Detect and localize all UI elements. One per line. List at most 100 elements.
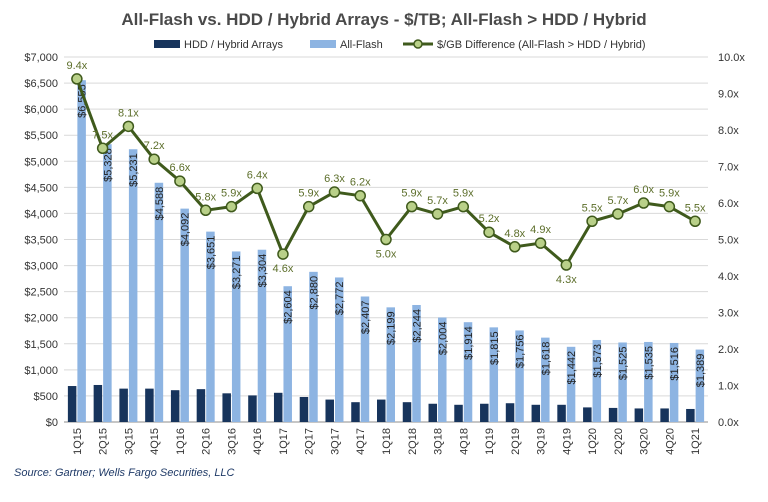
right-tick-label: 9.0x bbox=[718, 89, 739, 101]
x-tick-label: 4Q16 bbox=[252, 428, 264, 455]
left-tick-label: $4,000 bbox=[24, 208, 58, 220]
all-flash-bar bbox=[489, 327, 499, 422]
x-tick-label: 1Q15 bbox=[72, 428, 84, 455]
hdd-bar bbox=[608, 407, 618, 422]
hdd-bar bbox=[145, 388, 154, 422]
legend-swatch-hdd bbox=[154, 40, 180, 48]
left-axis: $0 $500 $1,000 $1,500 $2,000 $2,500 $3,000 $3,5… bbox=[24, 52, 58, 429]
chart-svg: All-Flash vs. HDD / Hybrid Arrays - $/TB… bbox=[24, 10, 745, 455]
all-flash-bar-label: $5,328 bbox=[102, 148, 114, 182]
x-tick-label: 3Q15 bbox=[123, 428, 135, 455]
all-flash-bar bbox=[618, 342, 627, 422]
difference-label: 7.5x bbox=[92, 129, 113, 141]
x-tick-label: 3Q20 bbox=[639, 428, 651, 455]
hdd-bar bbox=[351, 402, 360, 422]
legend-swatch-all-flash bbox=[310, 40, 336, 48]
all-flash-bar-label: $3,271 bbox=[231, 255, 243, 289]
all-flash-bar bbox=[360, 296, 370, 422]
x-tick-label: 2Q19 bbox=[510, 428, 522, 455]
difference-marker bbox=[199, 204, 212, 217]
x-tick-label: 3Q16 bbox=[226, 428, 238, 455]
right-tick-label: 6.0x bbox=[718, 198, 739, 210]
difference-marker bbox=[251, 182, 263, 195]
all-flash-bar bbox=[257, 249, 267, 422]
difference-label: 9.4x bbox=[66, 60, 87, 72]
hdd-bar bbox=[505, 403, 515, 422]
hdd-bar bbox=[325, 399, 334, 422]
all-flash-bar bbox=[231, 251, 241, 422]
difference-marker bbox=[406, 200, 418, 213]
hdd-bar bbox=[634, 408, 644, 422]
left-tick-label: $2,000 bbox=[24, 313, 58, 325]
all-flash-bar bbox=[386, 307, 395, 422]
hdd-bar bbox=[377, 399, 386, 422]
all-flash-bar bbox=[128, 149, 138, 422]
hdd-bar bbox=[402, 402, 412, 422]
all-flash-bar-label: $2,407 bbox=[360, 300, 372, 334]
x-tick-label: 1Q16 bbox=[175, 428, 187, 455]
hdd-bar bbox=[170, 390, 180, 422]
all-flash-bar bbox=[103, 144, 112, 422]
all-flash-bar-label: $1,914 bbox=[463, 326, 475, 360]
source-note: Source: Gartner; Wells Fargo Securities,… bbox=[14, 467, 235, 479]
difference-marker bbox=[277, 248, 289, 260]
hdd-bar bbox=[583, 407, 592, 422]
difference-marker bbox=[663, 200, 676, 213]
difference-marker bbox=[96, 142, 109, 154]
all-flash-bar-label: $3,304 bbox=[257, 254, 269, 288]
all-flash-bar-label: $2,772 bbox=[334, 281, 346, 315]
legend-label-all-flash: All-Flash bbox=[340, 39, 383, 51]
difference-marker bbox=[509, 241, 521, 253]
all-flash-bar-labels: $6,555 $5,328 $5,231 $4,588 $4,092 $3,651 $3,2… bbox=[77, 84, 707, 387]
x-tick-label: 3Q17 bbox=[329, 428, 341, 455]
right-tick-label: 5.0x bbox=[718, 235, 739, 247]
left-tick-label: $4,500 bbox=[24, 182, 58, 194]
x-tick-label: 3Q18 bbox=[433, 428, 445, 455]
all-flash-bar-label: $1,618 bbox=[540, 342, 552, 376]
left-tick-label: $6,000 bbox=[24, 104, 58, 116]
difference-label: 5.9x bbox=[401, 188, 422, 200]
x-tick-label: 4Q18 bbox=[458, 428, 470, 455]
all-flash-bar bbox=[566, 346, 576, 422]
difference-marker bbox=[586, 215, 598, 227]
difference-marker bbox=[148, 153, 160, 165]
all-flash-bar bbox=[463, 322, 473, 422]
difference-label: 6.2x bbox=[350, 177, 371, 189]
all-flash-bar-label: $4,588 bbox=[154, 187, 166, 221]
difference-marker bbox=[354, 189, 366, 202]
difference-marker bbox=[225, 200, 238, 213]
difference-label: 5.5x bbox=[685, 202, 706, 214]
difference-label: 5.2x bbox=[479, 213, 500, 225]
right-tick-label: 4.0x bbox=[718, 271, 739, 283]
difference-marker bbox=[689, 215, 701, 227]
difference-marker bbox=[560, 259, 573, 271]
all-flash-bar-label: $1,535 bbox=[643, 346, 655, 380]
legend-label-hdd: HDD / Hybrid Arrays bbox=[184, 39, 284, 51]
legend-label-difference: $/GB Difference (All-Flash > HDD / Hybri… bbox=[437, 39, 646, 51]
hdd-bar bbox=[480, 403, 489, 422]
right-tick-label: 2.0x bbox=[718, 344, 739, 356]
all-flash-bar-label: $1,815 bbox=[489, 331, 501, 365]
hdd-bar bbox=[531, 404, 541, 422]
all-flash-bar bbox=[180, 208, 189, 422]
left-tick-label: $5,000 bbox=[24, 156, 58, 168]
all-flash-bar bbox=[438, 317, 447, 422]
x-tick-label: 4Q17 bbox=[355, 428, 367, 455]
difference-label: 5.7x bbox=[607, 195, 628, 207]
all-flash-bar bbox=[334, 277, 344, 422]
hdd-bar bbox=[67, 386, 77, 422]
difference-marker bbox=[457, 200, 470, 213]
x-tick-label: 2Q15 bbox=[98, 428, 110, 455]
x-tick-label: 4Q15 bbox=[149, 428, 161, 455]
all-flash-bar-label: $1,756 bbox=[515, 334, 527, 368]
difference-label: 4.8x bbox=[504, 228, 525, 240]
left-tick-label: $500 bbox=[34, 391, 58, 403]
all-flash-bar bbox=[206, 231, 215, 422]
all-flash-bar-label: $2,199 bbox=[386, 311, 398, 345]
difference-marker bbox=[302, 200, 315, 213]
x-axis: 1Q15 2Q15 3Q15 4Q15 1Q16 2Q16 3Q16 4Q16 1Q17 2Q17… bbox=[72, 428, 702, 455]
hdd-bars bbox=[67, 384, 695, 422]
hdd-bar bbox=[222, 393, 231, 422]
right-tick-label: 8.0x bbox=[718, 125, 739, 137]
x-tick-label: 1Q17 bbox=[278, 428, 290, 455]
